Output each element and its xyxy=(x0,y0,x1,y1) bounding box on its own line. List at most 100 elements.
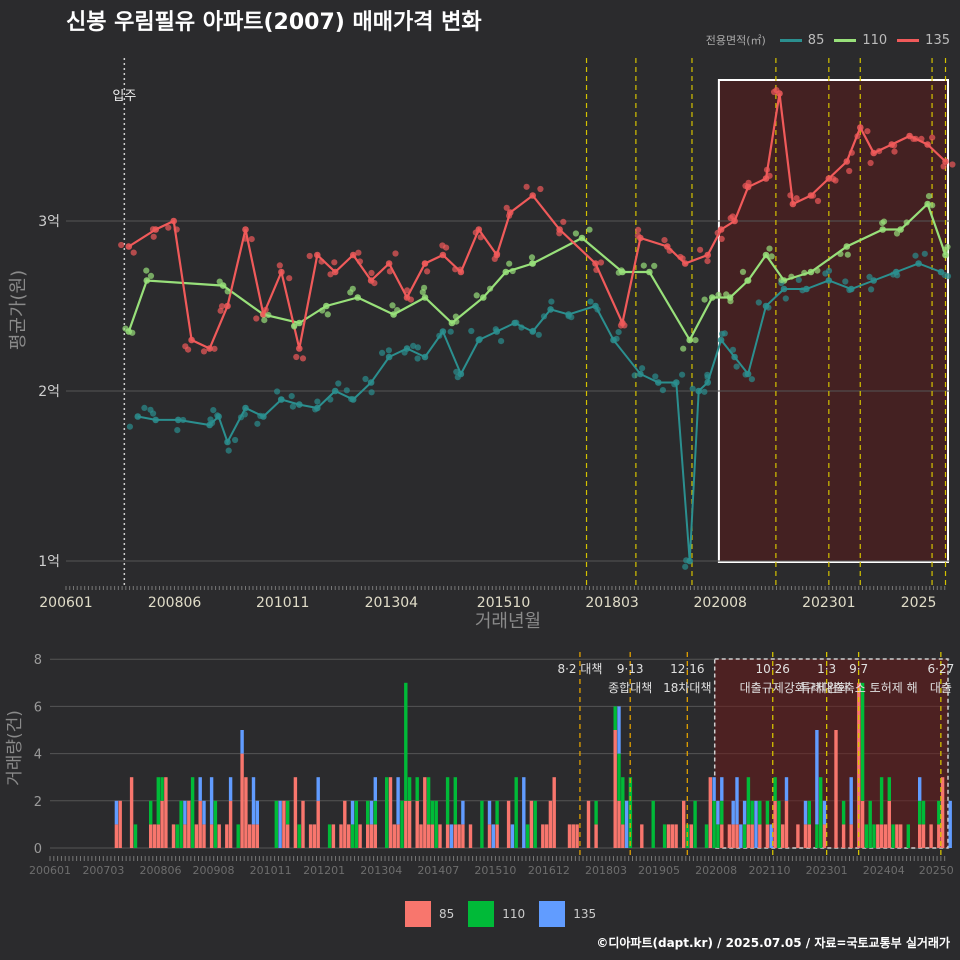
volume-bar-85 xyxy=(887,800,891,848)
scatter-point-135 xyxy=(286,275,293,282)
volume-bar-85 xyxy=(198,800,202,848)
scatter-point-85 xyxy=(868,286,875,293)
volume-bar-85 xyxy=(876,824,880,848)
volume-bar-110 xyxy=(407,777,412,801)
top-legend: 전용면적(㎡) 85 110 135 xyxy=(706,32,950,48)
volume-bar-135 xyxy=(449,824,454,848)
scatter-point-135 xyxy=(714,229,721,236)
legend-swatch-135 xyxy=(897,38,920,42)
scatter-point-135 xyxy=(407,296,414,303)
volume-bar-85 xyxy=(879,824,884,848)
scatter-point-85 xyxy=(237,414,245,421)
scatter-point-135 xyxy=(560,218,567,225)
data-point-110 xyxy=(354,294,362,301)
scatter-point-135 xyxy=(149,226,157,233)
volume-bar-135 xyxy=(716,800,720,825)
volume-bar-85 xyxy=(571,824,575,848)
scatter-point-135 xyxy=(697,246,704,253)
volume-bar-85 xyxy=(316,800,320,848)
move-in-label: 입주 xyxy=(112,89,136,104)
volume-bar-85 xyxy=(841,824,846,848)
scatter-point-135 xyxy=(876,148,883,155)
volume-bar-110 xyxy=(426,777,431,825)
bar-x-tick-label: 201011 xyxy=(250,864,292,877)
scatter-point-110 xyxy=(739,268,747,275)
data-point-110 xyxy=(762,251,770,259)
volume-bar-85 xyxy=(674,824,678,848)
volume-bar-85 xyxy=(445,824,450,848)
x-tick-label: 200806 xyxy=(148,595,202,611)
volume-bar-135 xyxy=(461,800,465,825)
volume-bar-110 xyxy=(758,800,762,825)
volume-bar-85 xyxy=(244,777,248,848)
volume-bar-110 xyxy=(156,777,160,825)
volume-bar-135 xyxy=(350,800,355,825)
volume-bar-110 xyxy=(430,800,435,825)
scatter-point-85 xyxy=(414,355,421,362)
event-label-sub: 종합대책 xyxy=(608,680,652,695)
volume-bar-85 xyxy=(529,800,534,848)
scatter-point-85 xyxy=(454,374,461,381)
bar-x-tick-label: 200806 xyxy=(140,864,182,877)
scatter-point-85 xyxy=(866,273,873,280)
scatter-point-85 xyxy=(721,330,728,337)
volume-bar-110 xyxy=(236,824,240,848)
data-point-135 xyxy=(681,260,689,267)
volume-bar-135 xyxy=(183,800,187,825)
chart-title: 신봉 우림필유 아파트(2007) 매매가격 변화 xyxy=(66,10,482,35)
volume-bar-110 xyxy=(366,800,370,825)
data-point-85 xyxy=(385,353,393,361)
volume-bar-110 xyxy=(213,800,218,848)
volume-bar-135 xyxy=(720,777,724,801)
volume-bar-85 xyxy=(293,777,298,848)
series-line-110 xyxy=(127,202,947,343)
volume-bar-85 xyxy=(251,824,256,848)
scatter-point-135 xyxy=(679,255,686,262)
scatter-point-85 xyxy=(150,410,157,417)
scatter-point-85 xyxy=(468,327,475,335)
volume-bar-85 xyxy=(594,824,598,848)
volume-bar-110 xyxy=(918,800,922,825)
volume-bar-85 xyxy=(506,800,511,848)
data-point-85 xyxy=(421,353,429,361)
volume-bar-85 xyxy=(240,753,244,848)
scatter-point-135 xyxy=(200,348,208,355)
scatter-point-85 xyxy=(492,326,499,333)
volume-bar-85 xyxy=(544,824,549,848)
volume-bar-85 xyxy=(358,824,362,848)
scatter-point-85 xyxy=(335,380,342,387)
volume-bar-110 xyxy=(354,800,358,848)
scatter-point-85 xyxy=(795,276,802,283)
volume-bar-85 xyxy=(940,777,945,848)
data-point-85 xyxy=(296,401,303,408)
scatter-point-85 xyxy=(277,396,285,403)
scatter-point-85 xyxy=(518,324,525,331)
event-label: 9·13 xyxy=(617,662,644,676)
volume-bar-110 xyxy=(525,824,530,848)
scatter-point-135 xyxy=(173,226,180,233)
scatter-point-110 xyxy=(143,267,150,274)
volume-bar-135 xyxy=(815,730,819,825)
scatter-point-135 xyxy=(704,258,711,265)
volume-bar-85 xyxy=(457,824,461,848)
scatter-point-85 xyxy=(799,287,806,294)
scatter-point-85 xyxy=(679,371,686,378)
scatter-point-135 xyxy=(940,163,947,170)
volume-bar-135 xyxy=(491,824,495,848)
scatter-point-110 xyxy=(265,311,272,319)
x-tick-label: 202301 xyxy=(802,595,855,611)
volume-bar-85 xyxy=(495,824,499,848)
volume-bar-135 xyxy=(918,777,922,801)
bar-legend-swatch-110 xyxy=(468,901,495,927)
scatter-point-135 xyxy=(331,259,338,266)
x-axis-title: 거래년월 xyxy=(475,611,541,632)
scatter-point-110 xyxy=(129,329,136,336)
scatter-point-85 xyxy=(683,557,690,564)
data-point-135 xyxy=(296,345,303,352)
scatter-point-135 xyxy=(253,315,260,322)
volume-bar-85 xyxy=(834,730,838,848)
data-point-110 xyxy=(843,243,851,250)
volume-bar-110 xyxy=(514,777,518,848)
legend-swatch-85 xyxy=(779,38,802,42)
scatter-point-135 xyxy=(457,266,464,273)
